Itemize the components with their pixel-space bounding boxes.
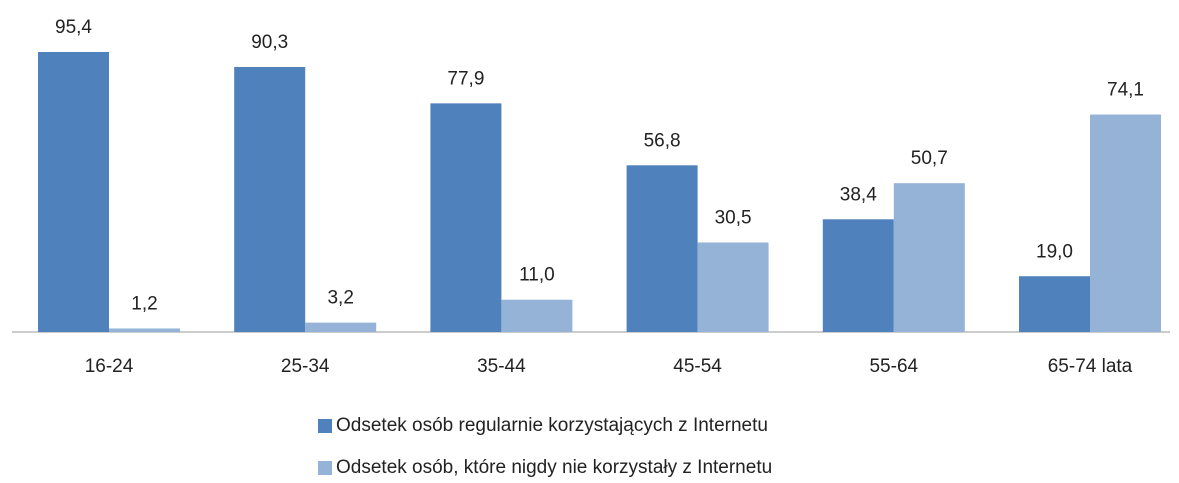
value-label: 50,7 bbox=[911, 148, 948, 169]
legend-swatch bbox=[318, 419, 332, 433]
bar bbox=[109, 328, 180, 332]
x-tick-label: 65-74 lata bbox=[1048, 356, 1133, 377]
value-label: 19,0 bbox=[1036, 241, 1073, 262]
bar bbox=[626, 165, 698, 332]
value-label: 56,8 bbox=[644, 130, 681, 151]
legend-swatch bbox=[318, 461, 332, 475]
legend-label: Odsetek osób regularnie korzystających z… bbox=[336, 415, 768, 436]
value-label: 30,5 bbox=[715, 207, 752, 228]
value-label: 90,3 bbox=[251, 32, 288, 53]
value-label: 77,9 bbox=[447, 68, 484, 89]
value-label: 3,2 bbox=[327, 288, 353, 309]
bar bbox=[234, 66, 306, 332]
bar bbox=[1019, 276, 1090, 332]
x-tick-label: 35-44 bbox=[477, 356, 526, 377]
bar bbox=[501, 299, 573, 332]
value-label: 74,1 bbox=[1107, 80, 1144, 101]
legend-label: Odsetek osób, które nigdy nie korzystały… bbox=[336, 457, 772, 478]
value-label: 11,0 bbox=[519, 265, 555, 286]
bar bbox=[38, 52, 109, 332]
value-label: 1,2 bbox=[131, 293, 157, 314]
value-label: 38,4 bbox=[840, 184, 877, 205]
x-tick-label: 45-54 bbox=[673, 356, 722, 377]
bar bbox=[893, 183, 965, 332]
value-label: 95,4 bbox=[55, 17, 92, 38]
bar bbox=[822, 219, 894, 332]
bar bbox=[305, 322, 377, 332]
x-tick-label: 55-64 bbox=[869, 356, 918, 377]
x-tick-label: 25-34 bbox=[281, 356, 330, 377]
bar bbox=[697, 242, 769, 332]
bar bbox=[1090, 114, 1161, 333]
bar bbox=[430, 103, 502, 332]
x-tick-label: 16-24 bbox=[85, 356, 134, 377]
